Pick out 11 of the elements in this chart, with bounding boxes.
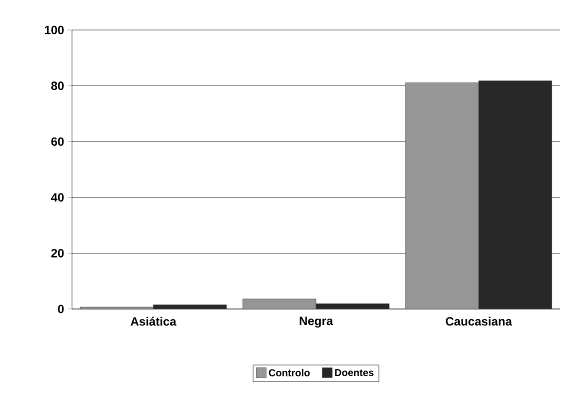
y-tick-label: 60 (51, 137, 64, 146)
x-tick-label: Asiática (130, 316, 176, 326)
y-tick-label: 0 (58, 304, 64, 314)
y-tick-label: 100 (44, 26, 64, 34)
x-tick-label: Negra (300, 316, 334, 328)
y-tick-label: 80 (51, 82, 64, 90)
legend-label: Doentes (335, 369, 374, 376)
legend-label: Controlo (268, 368, 310, 376)
y-tick-label: 40 (51, 193, 64, 202)
x-tick-label: Caucasiana (446, 316, 512, 326)
y-tick-label: 20 (51, 248, 64, 258)
